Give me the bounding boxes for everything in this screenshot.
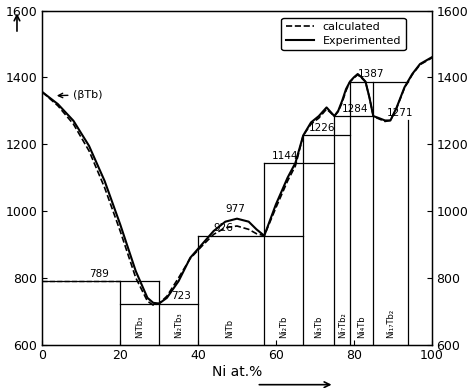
- Text: 1284: 1284: [342, 104, 369, 114]
- Text: Ni₁₇Tb₂: Ni₁₇Tb₂: [386, 309, 395, 338]
- Legend: calculated, Experimented: calculated, Experimented: [282, 18, 406, 50]
- Text: 1226: 1226: [309, 123, 336, 133]
- Text: (βTb): (βTb): [58, 90, 103, 100]
- Text: 723: 723: [171, 291, 191, 301]
- Text: 1387: 1387: [358, 69, 384, 80]
- Text: Ni₂Tb: Ni₂Tb: [279, 315, 288, 338]
- Text: Ni₃Tb: Ni₃Tb: [314, 315, 323, 338]
- X-axis label: Ni at.%: Ni at.%: [212, 365, 262, 379]
- Text: NiTb: NiTb: [225, 319, 234, 338]
- Text: Ni₇Tb₂: Ni₇Tb₂: [337, 312, 346, 338]
- Text: Ni₂Tb₃: Ni₂Tb₃: [174, 312, 183, 338]
- Text: 926: 926: [214, 223, 234, 233]
- Text: Ni₄Tb: Ni₄Tb: [357, 315, 366, 338]
- Text: 789: 789: [89, 269, 109, 279]
- Text: NiTb₃: NiTb₃: [135, 315, 144, 338]
- Text: 1271: 1271: [387, 108, 413, 118]
- Text: 977: 977: [225, 204, 245, 214]
- Text: 1144: 1144: [272, 151, 299, 161]
